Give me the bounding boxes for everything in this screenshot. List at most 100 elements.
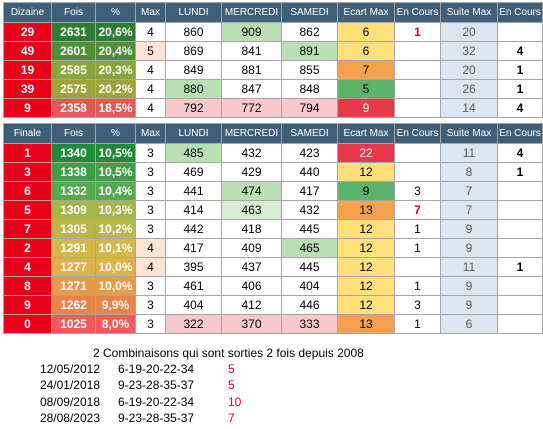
- pct-cell: 10,1%: [95, 238, 136, 258]
- suite-cell: 11: [440, 143, 498, 163]
- col-header-max: Max: [135, 2, 166, 23]
- ecart-cell: 12: [337, 219, 395, 239]
- max-cell: 3: [135, 295, 166, 315]
- row-number: 39: [3, 79, 52, 99]
- col-header-mercredi: MERCREDI: [221, 123, 282, 144]
- en-cours-2-cell: [497, 314, 543, 334]
- entry-count: 5: [228, 378, 235, 392]
- mercredi-cell: 474: [221, 181, 282, 201]
- en-cours-2-cell: 1: [497, 162, 543, 182]
- samedi-cell: 432: [281, 200, 338, 220]
- col-header-fois: Fois: [51, 123, 96, 144]
- suite-cell: 8: [440, 162, 498, 182]
- combination-entry: 12/05/2012 6-19-20-22-34 5: [20, 362, 235, 376]
- pct-cell: 10,2%: [95, 219, 136, 239]
- suite-cell: 32: [440, 41, 498, 61]
- fois-cell: 1332: [51, 181, 96, 201]
- lundi-cell: 395: [165, 257, 222, 277]
- max-cell: 3: [135, 200, 166, 220]
- en-cours-cell: [394, 162, 441, 182]
- header-row: Dizaine Fois % Max LUNDI MERCREDI SAMEDI…: [3, 2, 543, 23]
- suite-cell: 20: [440, 22, 498, 42]
- en-cours-2-cell: 1: [497, 257, 543, 277]
- mercredi-cell: 463: [221, 200, 282, 220]
- row-number: 49: [3, 41, 52, 61]
- max-cell: 4: [135, 238, 166, 258]
- suite-cell: 9: [440, 276, 498, 296]
- entry-combo: 6-19-20-22-34: [118, 395, 195, 409]
- row-number: 9: [3, 98, 52, 118]
- en-cours-2-cell: [497, 219, 543, 239]
- row-number: 19: [3, 60, 52, 80]
- entry-combo: 9-23-28-35-37: [118, 411, 195, 425]
- lundi-cell: 442: [165, 219, 222, 239]
- table-row: 2 1291 10,1% 4 417 409 465 12 1 9: [3, 238, 543, 258]
- entry-combo: 9-23-28-35-37: [118, 378, 195, 392]
- en-cours-cell: [394, 60, 441, 80]
- ecart-cell: 22: [337, 143, 395, 163]
- max-cell: 4: [135, 60, 166, 80]
- en-cours-2-cell: [497, 200, 543, 220]
- row-number: 6: [3, 181, 52, 201]
- en-cours-2-cell: 4: [497, 98, 543, 118]
- en-cours-cell: 1: [394, 22, 441, 42]
- col-header-suite-max: Suite Max: [440, 2, 498, 23]
- samedi-cell: 465: [281, 238, 338, 258]
- mercredi-cell: 437: [221, 257, 282, 277]
- samedi-cell: 446: [281, 295, 338, 315]
- samedi-cell: 891: [281, 41, 338, 61]
- samedi-cell: 848: [281, 79, 338, 99]
- entry-date: 12/05/2012: [39, 362, 100, 376]
- en-cours-cell: 3: [394, 295, 441, 315]
- fois-cell: 1291: [51, 238, 96, 258]
- lundi-cell: 322: [165, 314, 222, 334]
- en-cours-cell: 3: [394, 181, 441, 201]
- row-number: 7: [3, 219, 52, 239]
- combination-entry: 08/09/2018 6-19-20-22-34 10: [20, 395, 241, 409]
- table-row: 29 2631 20,6% 4 860 909 862 6 1 20: [3, 22, 543, 42]
- fois-cell: 2585: [51, 60, 96, 80]
- col-header-en-cours: En Cours: [394, 2, 441, 23]
- pct-cell: 10,0%: [95, 276, 136, 296]
- max-cell: 3: [135, 181, 166, 201]
- en-cours-cell: 7: [394, 200, 441, 220]
- suite-cell: 9: [440, 295, 498, 315]
- lundi-cell: 792: [165, 98, 222, 118]
- mercredi-cell: 370: [221, 314, 282, 334]
- samedi-cell: 445: [281, 219, 338, 239]
- row-number: 1: [3, 143, 52, 163]
- table-row: 3 1338 10,5% 3 469 429 440 12 8 1: [3, 162, 543, 182]
- en-cours-2-cell: [497, 181, 543, 201]
- combination-entry: 24/01/2018 9-23-28-35-37 5: [20, 378, 235, 392]
- mercredi-cell: 772: [221, 98, 282, 118]
- samedi-cell: 417: [281, 181, 338, 201]
- table-row: 7 1305 10,2% 3 442 418 445 12 1 9: [3, 219, 543, 239]
- table-row: 1 1340 10,5% 3 485 432 423 22 11 4: [3, 143, 543, 163]
- fois-cell: 1309: [51, 200, 96, 220]
- pct-cell: 8,0%: [95, 314, 136, 334]
- col-header-mercredi: MERCREDI: [221, 2, 282, 23]
- col-header-pct: %: [95, 2, 136, 23]
- max-cell: 3: [135, 219, 166, 239]
- samedi-cell: 855: [281, 60, 338, 80]
- pct-cell: 9,9%: [95, 295, 136, 315]
- entry-combo: 6-19-20-22-34: [118, 362, 195, 376]
- suite-cell: 14: [440, 98, 498, 118]
- fois-cell: 2575: [51, 79, 96, 99]
- col-header-en-cours-2: En Cours: [497, 2, 543, 23]
- table-row: 8 1271 10,0% 3 461 406 404 12 1 9: [3, 276, 543, 296]
- table-row: 0 1025 8,0% 3 322 370 333 13 1 6: [3, 314, 543, 334]
- pct-cell: 20,2%: [95, 79, 136, 99]
- fois-cell: 2631: [51, 22, 96, 42]
- suite-cell: 9: [440, 219, 498, 239]
- col-header-suite-max: Suite Max: [440, 123, 498, 144]
- mercredi-cell: 432: [221, 143, 282, 163]
- entry-count: 10: [228, 395, 242, 409]
- row-number: 5: [3, 200, 52, 220]
- fois-cell: 2358: [51, 98, 96, 118]
- lundi-cell: 417: [165, 238, 222, 258]
- max-cell: 4: [135, 79, 166, 99]
- pct-cell: 20,4%: [95, 41, 136, 61]
- mercredi-cell: 412: [221, 295, 282, 315]
- en-cours-cell: 1: [394, 219, 441, 239]
